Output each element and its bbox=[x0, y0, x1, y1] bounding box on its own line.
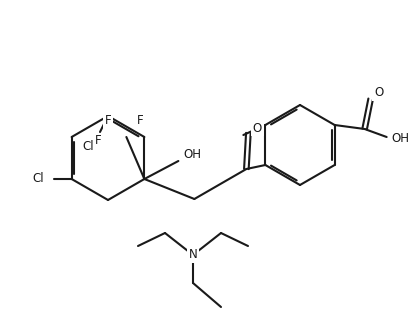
Text: OH: OH bbox=[183, 148, 202, 162]
Text: Cl: Cl bbox=[82, 141, 94, 153]
Text: F: F bbox=[105, 115, 112, 127]
Text: Cl: Cl bbox=[32, 172, 44, 186]
Text: OH: OH bbox=[392, 132, 410, 146]
Text: F: F bbox=[137, 115, 144, 127]
Text: O: O bbox=[253, 121, 262, 135]
Text: N: N bbox=[189, 249, 197, 261]
Text: F: F bbox=[95, 135, 102, 147]
Text: O: O bbox=[374, 86, 383, 100]
